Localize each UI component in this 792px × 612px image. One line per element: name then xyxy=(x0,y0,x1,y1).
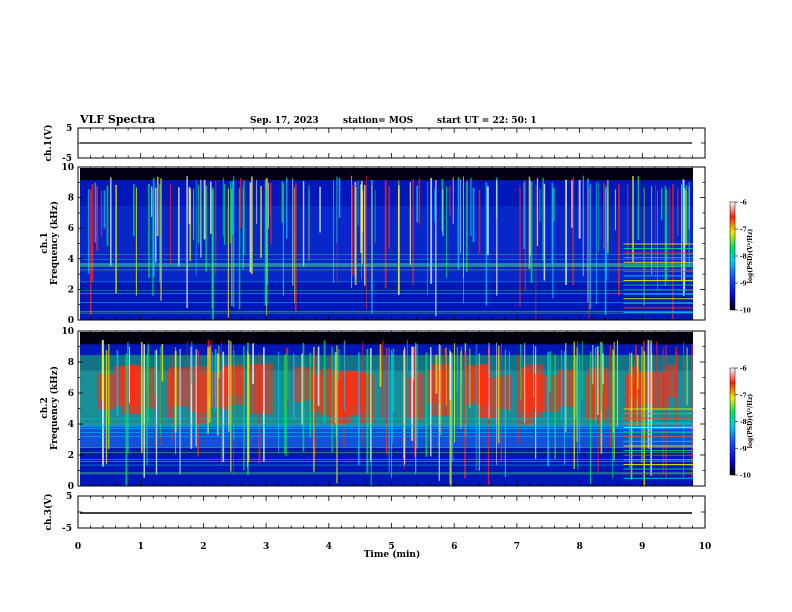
y-tick-label: 2 xyxy=(68,451,74,461)
x-tick-label: 7 xyxy=(514,542,520,552)
ch2-colorbar-gradient xyxy=(729,367,736,476)
start-time-label: start UT = 22: 50: 1 xyxy=(437,116,537,126)
x-tick-label: 2 xyxy=(200,542,206,552)
spectrogram-hotspot xyxy=(519,367,529,412)
y-tick-label: 10 xyxy=(61,327,74,337)
x-tick-label: 8 xyxy=(576,542,582,552)
colorbar-tick-label: -10 xyxy=(740,473,751,480)
ch3-ytick-bottom: -5 xyxy=(62,524,72,534)
ch1-spectrogram-panel: 0 2 4 6 8 10 ch.1 Frequency (kHz) xyxy=(40,163,706,326)
figure-title: VLF Spectra xyxy=(79,113,155,126)
colorbar-tick-label: -8 xyxy=(740,419,747,426)
station-label: station= MOS xyxy=(343,116,413,126)
spectrogram-hotspot xyxy=(249,363,273,414)
x-tick-label: 1 xyxy=(138,542,144,552)
colorbar-tick-label: -6 xyxy=(740,366,747,373)
spectrogram-hotspot xyxy=(660,371,669,408)
x-tick-label: 9 xyxy=(639,542,645,552)
x-tick-label: 4 xyxy=(326,542,332,552)
ch2-channel-label: ch.2 xyxy=(40,397,50,418)
date-label: Sep. 17, 2023 xyxy=(250,116,319,126)
colorbar-tick-label: -9 xyxy=(740,281,747,288)
y-tick-label: 6 xyxy=(68,224,74,234)
ch1-ytick-top: 5 xyxy=(66,124,72,134)
spectrogram-hotspot xyxy=(196,373,207,425)
y-tick-label: 8 xyxy=(68,194,74,204)
x-tick-label: 3 xyxy=(263,542,269,552)
x-axis-label: Time (min) xyxy=(364,549,421,560)
spectrogram-top-band xyxy=(80,332,693,345)
colorbar-tick-label: -6 xyxy=(740,200,747,207)
ch1-channel-label: ch.1 xyxy=(40,232,50,253)
spectrogram-hotspot xyxy=(629,366,640,398)
spectrogram-hotspot xyxy=(166,371,174,418)
spectrogram-hotspot xyxy=(557,369,576,407)
ch1-colorbar-gradient xyxy=(729,201,736,311)
spectrogram-hotspot xyxy=(121,368,137,407)
spectrogram-hotspot xyxy=(145,367,157,409)
ch1-colorbar-label: log(PSD)(V²/Hz) xyxy=(747,229,754,284)
ch3-ytick-top: 5 xyxy=(66,492,72,502)
ch1-spectrogram-image xyxy=(80,168,693,320)
x-tick-label: 6 xyxy=(451,542,457,552)
y-tick-label: 2 xyxy=(68,285,74,295)
colorbar-tick-label: -8 xyxy=(740,254,747,261)
y-tick-label: 6 xyxy=(68,389,74,399)
x-tick-label: 10 xyxy=(699,542,712,552)
spectrogram-top-band xyxy=(80,168,693,181)
ch1-ytick-bottom: -5 xyxy=(62,154,72,164)
ch3-voltage-panel: 5 -5 ch.3(V) xyxy=(43,492,706,534)
ch2-spectrogram-image xyxy=(80,332,693,486)
spectrogram-hotspot xyxy=(353,371,370,413)
spectrogram-hotspot xyxy=(470,365,491,401)
ch2-colorbar-label: log(PSD)(V²/Hz) xyxy=(747,394,754,449)
y-tick-label: 4 xyxy=(68,255,74,265)
y-tick-label: 8 xyxy=(68,358,74,368)
ch1-voltage-panel: 5 -5 ch.1(V) xyxy=(43,124,706,164)
spectrogram-hotspot xyxy=(427,369,448,404)
ch1-colorbar: -6 -7 -8 -9 -10 log(PSD)(V²/Hz) xyxy=(729,200,754,315)
x-tick-label: 0 xyxy=(75,542,81,552)
colorbar-tick-label: -10 xyxy=(740,308,751,315)
y-tick-label: 0 xyxy=(68,482,74,492)
spectrogram-hotspot xyxy=(502,374,512,410)
colorbar-tick-label: -7 xyxy=(740,227,747,234)
ch2-spectrogram-panel: 0 2 4 6 8 10 ch.2 Frequency (kHz) xyxy=(40,327,706,492)
spectrogram-hotspot xyxy=(415,373,425,421)
x-tick-label: 5 xyxy=(388,542,394,552)
spectrogram-hotspot xyxy=(292,366,304,403)
ch3-voltage-ylabel: ch.3(V) xyxy=(43,494,54,531)
colorbar-tick-label: -9 xyxy=(740,446,747,453)
y-tick-label: 0 xyxy=(68,316,74,326)
spectrogram-hotspot xyxy=(301,367,316,401)
ch2-colorbar: -6 -7 -8 -9 -10 log(PSD)(V²/Hz) xyxy=(729,366,754,480)
ch2-frequency-ylabel: Frequency (kHz) xyxy=(49,366,60,450)
ch1-frequency-ylabel: Frequency (kHz) xyxy=(49,201,60,285)
y-tick-label: 10 xyxy=(61,163,74,173)
ch1-voltage-ylabel: ch.1(V) xyxy=(43,125,54,162)
colorbar-tick-label: -7 xyxy=(740,392,747,399)
y-tick-label: 4 xyxy=(68,420,74,430)
